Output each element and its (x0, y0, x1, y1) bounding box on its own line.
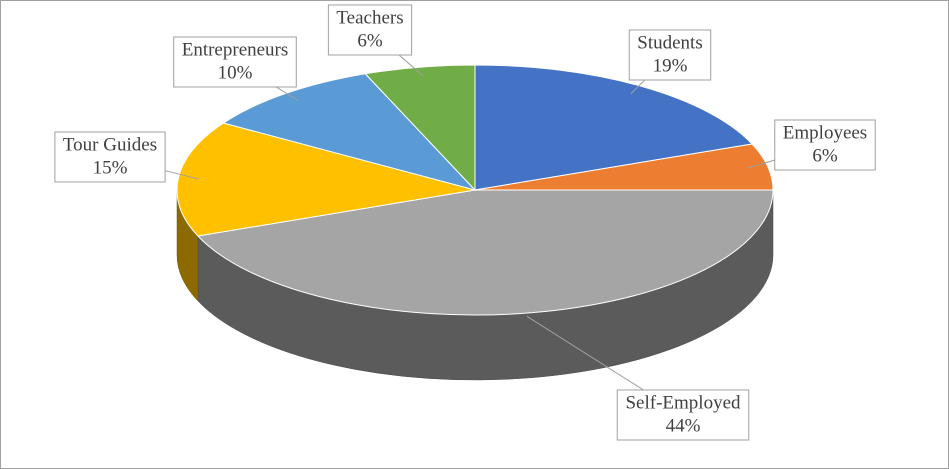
slice (222, 73, 477, 191)
label-box (628, 29, 712, 81)
slice (364, 64, 476, 192)
label-box (616, 389, 750, 441)
label-box (54, 131, 166, 183)
label-value: 19% (653, 55, 688, 76)
label-box (173, 36, 297, 88)
slice (196, 189, 774, 316)
label-name: Self-Employed (625, 392, 741, 413)
slice (474, 64, 754, 191)
slice (176, 122, 476, 237)
label-name: Tour Guides (63, 134, 157, 155)
label-box (774, 119, 876, 171)
label-name: Employees (783, 122, 867, 143)
label-box (327, 4, 413, 56)
label-name: Teachers (336, 7, 403, 28)
label-value: 6% (812, 145, 838, 166)
label-value: 6% (357, 30, 383, 51)
label-name: Entrepreneurs (182, 39, 289, 60)
label-value: 44% (666, 415, 701, 436)
label-value: 10% (218, 62, 253, 83)
label-name: Students (637, 32, 702, 53)
label-value: 15% (93, 157, 128, 178)
